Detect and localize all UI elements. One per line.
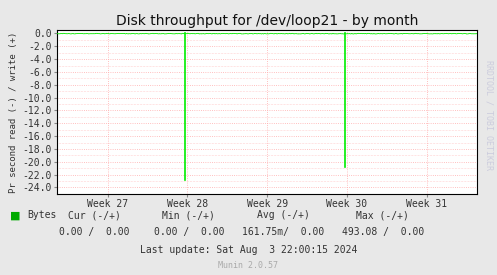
Y-axis label: Pr second read (-) / write (+): Pr second read (-) / write (+): [9, 31, 18, 193]
Text: 0.00 /  0.00: 0.00 / 0.00: [154, 227, 224, 237]
Text: 0.00 /  0.00: 0.00 / 0.00: [59, 227, 130, 237]
Title: Disk throughput for /dev/loop21 - by month: Disk throughput for /dev/loop21 - by mon…: [116, 14, 418, 28]
Text: Min (-/+): Min (-/+): [163, 210, 215, 220]
Text: RRDTOOL / TOBI OETIKER: RRDTOOL / TOBI OETIKER: [484, 60, 493, 170]
Text: ■: ■: [10, 210, 20, 220]
Text: Munin 2.0.57: Munin 2.0.57: [219, 261, 278, 270]
Text: 161.75m/  0.00: 161.75m/ 0.00: [242, 227, 325, 237]
Text: Bytes: Bytes: [27, 210, 57, 220]
Text: Avg (-/+): Avg (-/+): [257, 210, 310, 220]
Text: 493.08 /  0.00: 493.08 / 0.00: [341, 227, 424, 237]
Text: Max (-/+): Max (-/+): [356, 210, 409, 220]
Text: Last update: Sat Aug  3 22:00:15 2024: Last update: Sat Aug 3 22:00:15 2024: [140, 245, 357, 255]
Text: Cur (-/+): Cur (-/+): [68, 210, 121, 220]
